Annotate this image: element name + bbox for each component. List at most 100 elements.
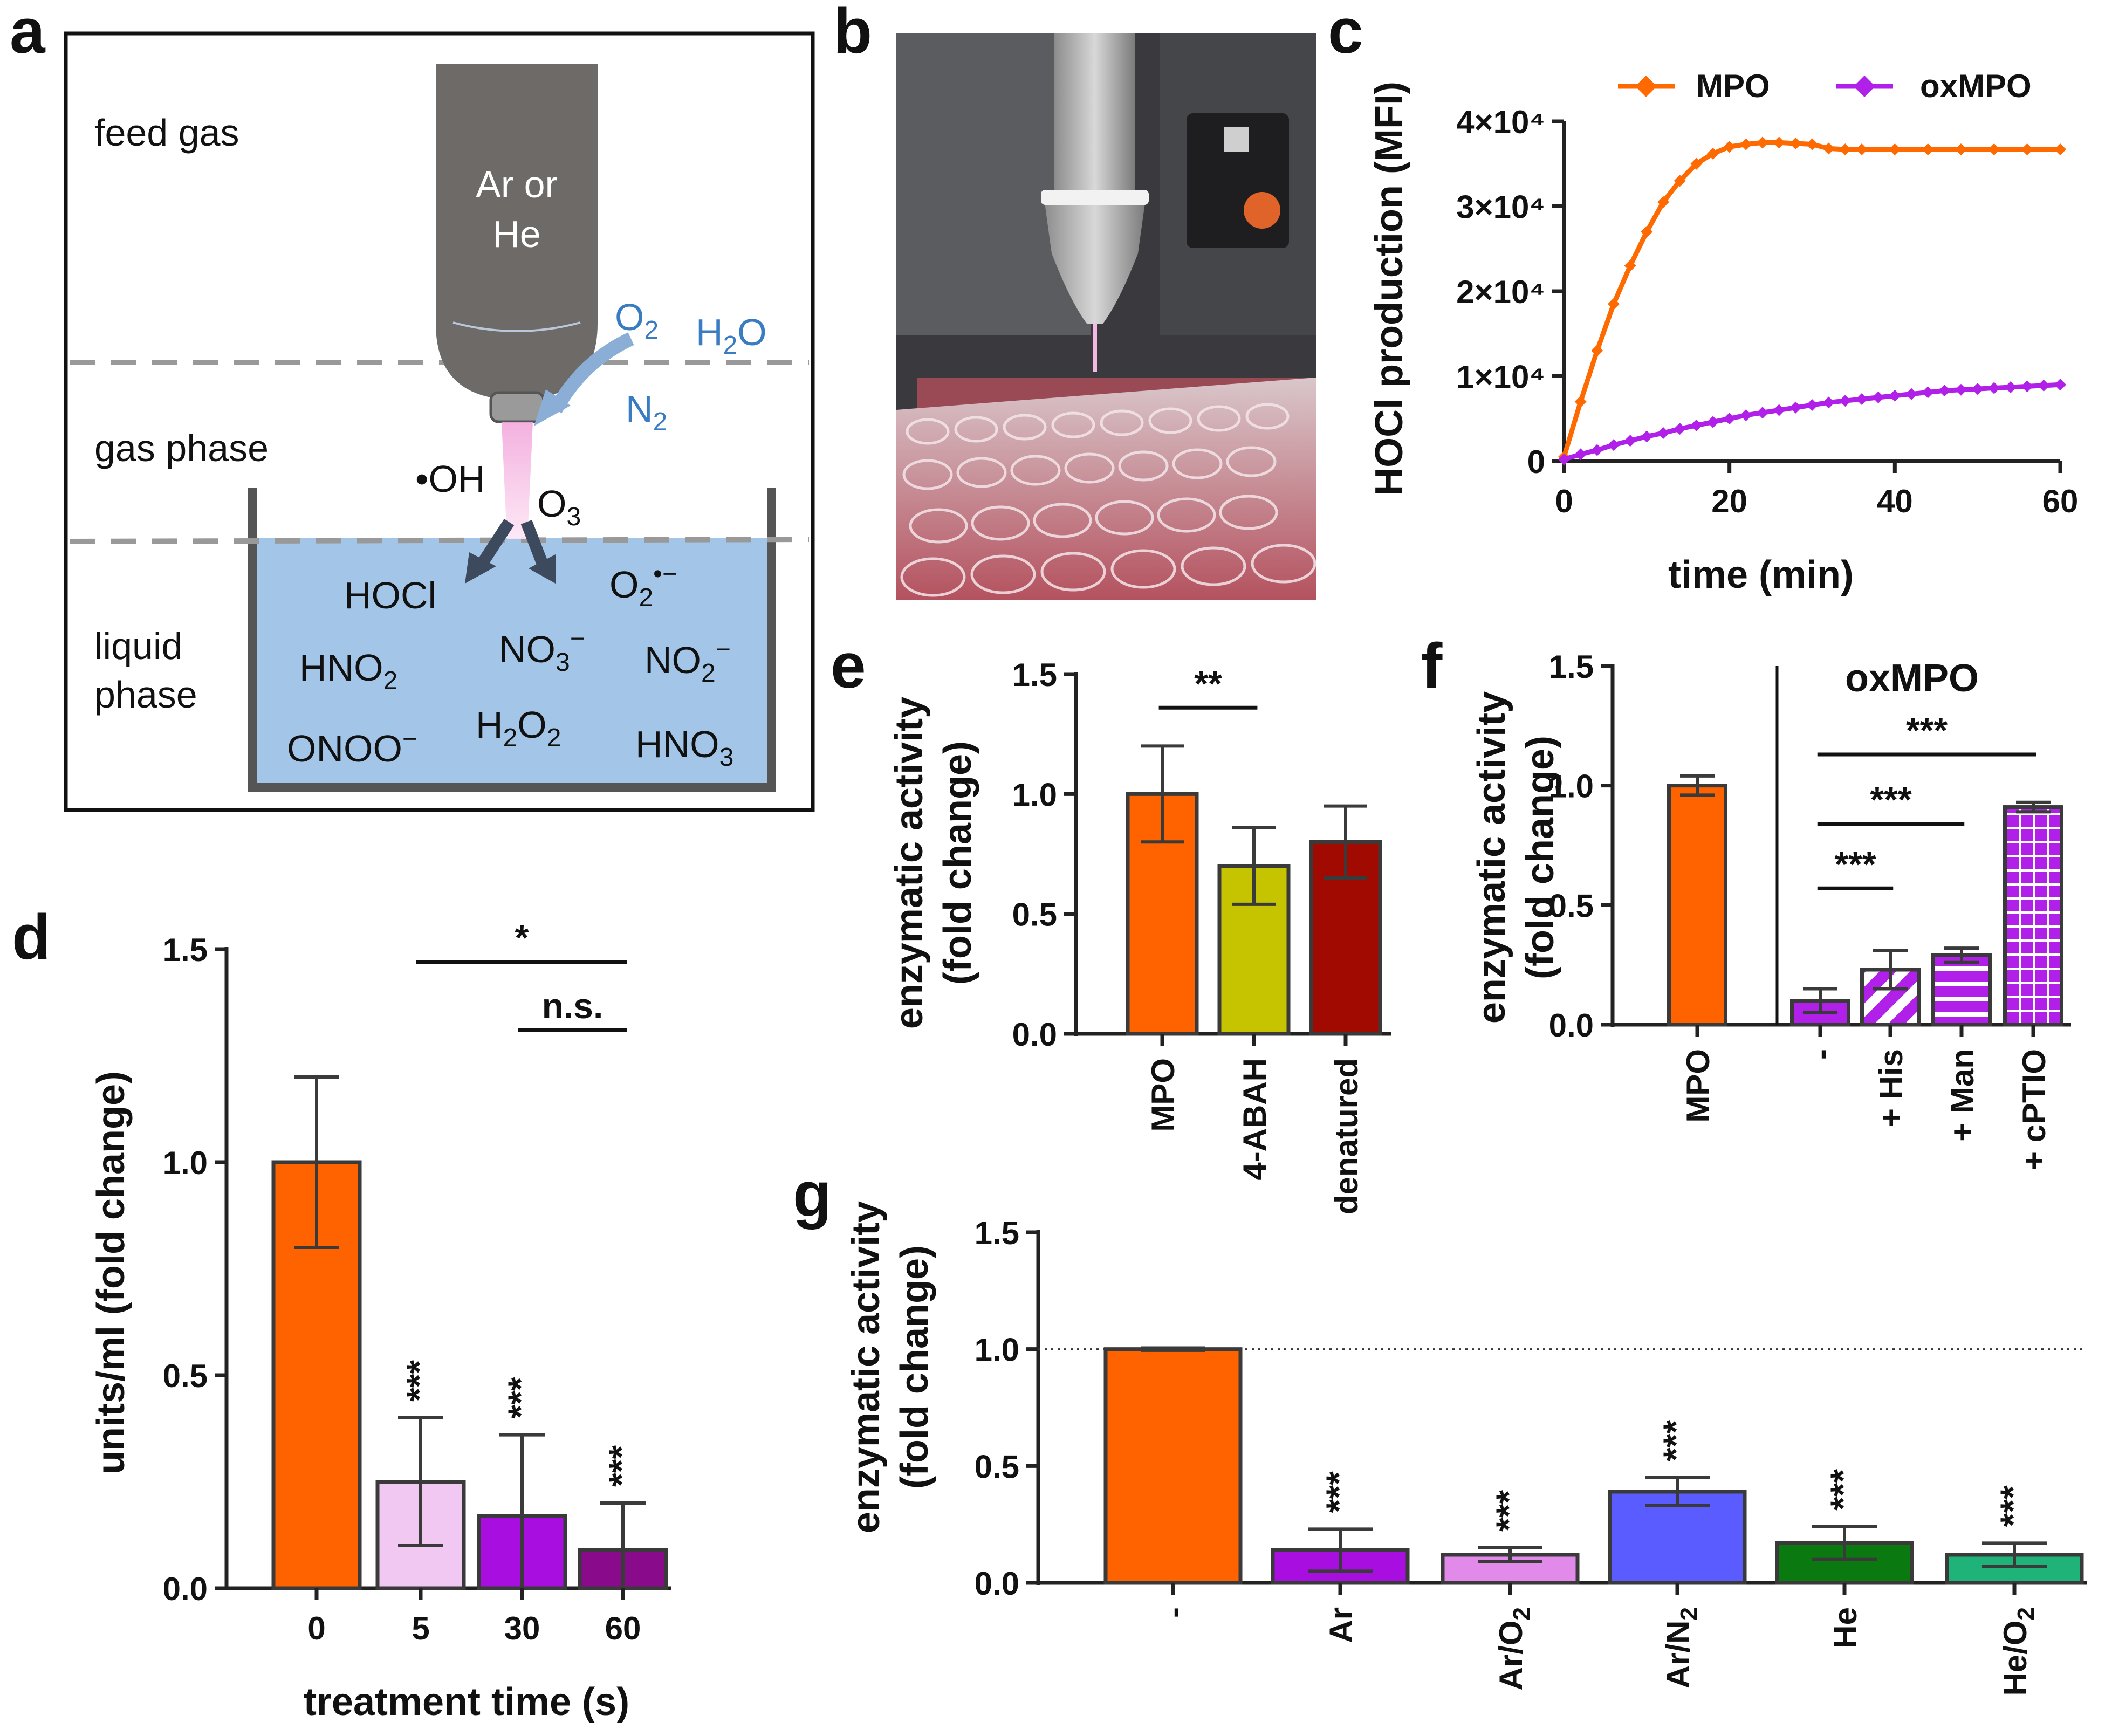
chart-f-xtick-label: MPO [1680,1049,1716,1123]
chart-c-point-oxmpo [1657,427,1669,440]
chart-c-point-oxmpo [1988,382,2000,394]
chart-g-ytick-label: 1.5 [975,1215,1019,1251]
chart-c-point-oxmpo [1674,423,1686,435]
chart-c-point-mpo [1707,147,1719,160]
chart-g-xtick-label: He/O2 [1997,1607,2039,1696]
chart-c-point-mpo [1674,175,1686,187]
legend-diamond-oxmpo [1854,76,1875,97]
chart-g-xtick-label: Ar/O2 [1493,1607,1535,1691]
chart-c-point-oxmpo [1822,396,1835,409]
chart-c-point-oxmpo [1608,439,1620,451]
chart-d-ytick-label: 0.5 [163,1358,208,1394]
chart-c-point-oxmpo [1938,385,1951,397]
chart-c-point-oxmpo [2054,379,2066,391]
chart-f-ylabel-line2: (fold change) [1519,736,1562,979]
chart-f-bar [1667,784,1727,1027]
chart-d-xtick-label: 30 [504,1610,540,1646]
legend-c: MPO oxMPO [1618,68,2032,104]
liquid-fill [256,538,767,785]
chart-c-point-mpo [1657,196,1669,208]
chart-g-significance: *** [1489,1490,1528,1532]
chart-c-point-oxmpo [1773,404,1785,416]
liquid-container [248,488,776,792]
chart-c-point-mpo [1773,136,1785,149]
chart-f-group-label: oxMPO [1845,657,1979,700]
chart-c-point-oxmpo [1839,395,1852,407]
chart-d-comparison-label: * [515,918,529,958]
chart-c-point-mpo [1922,143,1934,155]
chart-g-ylabel-line2: (fold change) [893,1245,936,1489]
chart-f-ytick-label: 0.5 [1549,888,1594,924]
chart-f-xtick-label: - [1803,1049,1839,1060]
chart-e-plot: 0.0 0.5 1.0 1.5 MPO 4-ABAH denatured ** [1012,657,1391,1214]
chart-f-ylabel-line1: enzymatic activity [1470,691,1513,1024]
chart-d-xtick-label: 60 [605,1610,641,1646]
chart-c-ytick-label: 2×10⁴ [1456,274,1545,310]
chart-c-point-mpo [1839,143,1852,155]
nozzle-ring [452,321,581,332]
chart-c-xtick-label: 0 [1555,483,1573,519]
chart-e-ytick-label: 1.5 [1012,657,1057,693]
legend-label-oxmpo: oxMPO [1920,68,2032,104]
chart-c-xtick-label: 20 [1711,483,1747,519]
chart-c-point-oxmpo [1707,416,1719,428]
chart-g-plot: 0.0 0.5 1.0 1.5 - Ar *** Ar/O2 *** Ar/N2 *** He *** H… [975,1215,2087,1696]
photo-plasma-jet-over-well-plate [896,33,1316,600]
species-onoo: ONOO− [287,725,417,770]
ambient-gas-arrow [549,332,634,414]
chart-c-point-oxmpo [1723,413,1736,425]
nozzle-tip [489,391,545,423]
chart-g-significance: *** [1656,1420,1696,1461]
nozzle-text-line1: Ar or [476,163,558,205]
panel-label-b: b [833,0,872,67]
chart-f-ytick-label: 1.0 [1549,768,1594,805]
chart-g-xtick-label: Ar/N2 [1660,1607,1702,1689]
chart-c-point-mpo [1574,395,1587,408]
chart-c-point-mpo [1757,136,1768,149]
chart-c-ytick-label: 0 [1527,444,1545,480]
chart-c-point-mpo [1723,141,1736,153]
boundary-gas-liquid [70,537,810,544]
chart-c-point-oxmpo [1641,430,1653,443]
chart-g-xtick-label: - [1156,1607,1192,1618]
plasma-plume [502,422,533,539]
chart-f-bar [2003,805,2063,1027]
chart-f-comparison-label: *** [1906,710,1948,750]
chart-c-point-oxmpo [1757,407,1768,419]
nozzle-text-line2: He [492,213,540,255]
panel-g: g 0.0 0.5 1.0 1.5 - Ar *** Ar/O2 *** Ar/N2 *** He **… [793,1159,2087,1696]
panel-label-d: d [12,902,51,973]
chart-g-xtick-label: Ar [1323,1607,1359,1643]
chart-g-bar [1103,1347,1243,1585]
chart-c-point-mpo [2054,143,2066,155]
chart-c-point-oxmpo [1789,401,1802,414]
chart-d-ytick-label: 1.5 [163,932,208,968]
chart-c-xtick-label: 40 [1877,483,1913,519]
chart-g-xtick-label: He [1827,1607,1863,1649]
chart-c-point-mpo [1591,345,1603,357]
chart-c-point-oxmpo [1889,389,1901,402]
chart-f-xtick-label: + cPTIO [2016,1049,2052,1170]
panel-label-a: a [10,0,46,67]
chart-f-bar [1931,953,1992,1027]
species-hno2: HNO2 [299,647,397,695]
chart-c-point-oxmpo [2038,379,2050,392]
chart-d-significance: *** [601,1445,641,1487]
chart-c-point-oxmpo [2005,381,2017,393]
panel-label-g: g [793,1159,832,1230]
chart-c-point-oxmpo [1624,435,1636,447]
species-hocl: HOCl [344,574,436,616]
chart-c-point-mpo [1690,157,1703,170]
chart-e-comparison-label: ** [1194,663,1222,703]
zone-feed-gas: feed gas [94,112,239,154]
chart-d-xtick-label: 0 [307,1610,325,1646]
chart-d-comparison-label: n.s. [542,986,604,1026]
species-hno3: HNO3 [635,723,733,772]
chart-c-xtick-label: 60 [2042,483,2079,519]
panel-c: c MPO oxMPO 0 1×10⁴ 2×10⁴ 3×10⁴ 4×10⁴ 0 20 40 60… [1328,0,2078,596]
chart-e-xtick-label: MPO [1145,1058,1181,1132]
panel-a: a Ar or He feed gas gas phase liquid pha… [10,0,815,812]
chart-c-ytick-label: 3×10⁴ [1456,189,1545,225]
panel-d: d 0.00.51.01.50 5***30***60****n.s. treat… [12,902,671,1724]
